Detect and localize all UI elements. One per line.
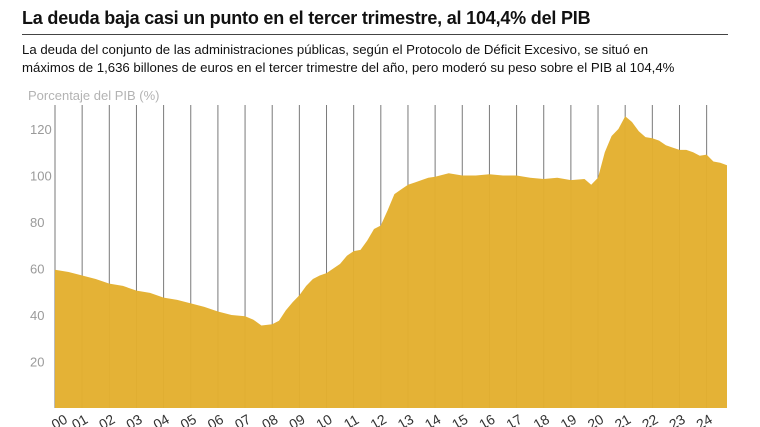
x-tick-label: 17 bbox=[503, 411, 525, 427]
x-tick-label: 24 bbox=[693, 411, 715, 427]
x-tick-label: 18 bbox=[530, 411, 552, 427]
x-tick-label: 08 bbox=[259, 411, 281, 427]
x-tick-label: 13 bbox=[395, 411, 417, 427]
x-tick-label: 23 bbox=[666, 411, 688, 427]
y-tick-label: 80 bbox=[30, 215, 44, 230]
x-tick-label: 05 bbox=[178, 411, 200, 427]
x-tick-label: 07 bbox=[232, 411, 254, 427]
debt-area-series bbox=[55, 116, 727, 408]
x-tick-label: 00 bbox=[49, 411, 71, 427]
subtitle-line-2: máximos de 1,636 billones de euros en el… bbox=[22, 60, 675, 75]
x-tick-label: 20 bbox=[585, 411, 607, 427]
x-tick-label: 09 bbox=[286, 411, 308, 427]
x-tick-label: 19 bbox=[558, 411, 580, 427]
subtitle-line-1: La deuda del conjunto de las administrac… bbox=[22, 42, 649, 57]
x-tick-label: 02 bbox=[96, 411, 118, 427]
y-tick-label: 20 bbox=[30, 355, 44, 370]
x-tick-label: 06 bbox=[205, 411, 227, 427]
x-tick-label: 21 bbox=[612, 411, 634, 427]
y-tick-label: 100 bbox=[30, 169, 52, 184]
y-tick-label: 120 bbox=[30, 122, 52, 137]
x-tick-label: 15 bbox=[449, 411, 471, 427]
chart-subtitle: La deuda del conjunto de las administrac… bbox=[22, 41, 732, 77]
x-tick-label: 04 bbox=[150, 411, 172, 427]
x-tick-label: 16 bbox=[476, 411, 498, 427]
y-axis-label: Porcentaje del PIB (%) bbox=[28, 88, 160, 103]
x-tick-label: 12 bbox=[368, 411, 390, 427]
chart-title: La deuda baja casi un punto en el tercer… bbox=[22, 8, 591, 28]
title-divider bbox=[22, 34, 728, 35]
y-tick-label: 40 bbox=[30, 308, 44, 323]
y-tick-labels: 20 40 60 80 100 120 bbox=[30, 122, 52, 370]
x-tick-label: 14 bbox=[422, 411, 444, 427]
x-tick-label: 10 bbox=[313, 411, 335, 427]
y-tick-label: 60 bbox=[30, 262, 44, 277]
x-tick-label: 22 bbox=[639, 411, 661, 427]
x-tick-label: 01 bbox=[69, 411, 91, 427]
x-tick-label: 03 bbox=[123, 411, 145, 427]
x-tick-label: 11 bbox=[341, 411, 362, 427]
